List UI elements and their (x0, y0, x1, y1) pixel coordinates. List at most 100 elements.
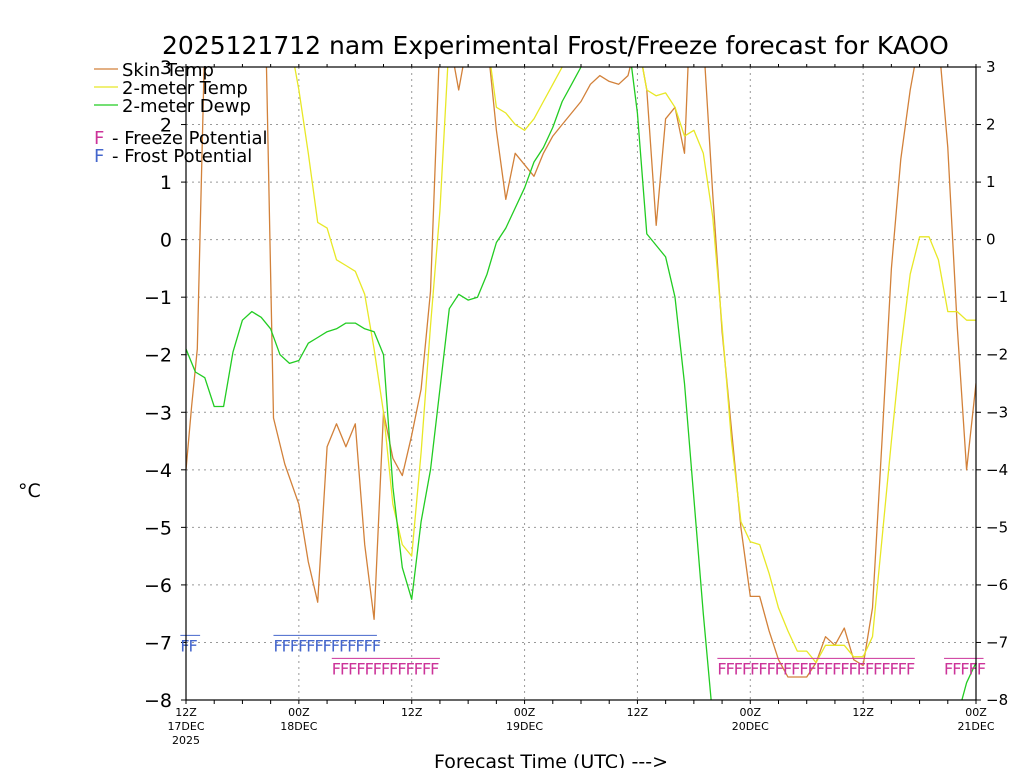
frost-marker-glyph: F (298, 636, 307, 655)
y-tick-label: −8 (144, 690, 172, 712)
freeze-marker-glyph: F (414, 659, 423, 678)
y-axis: −8 −8 −7 −7 −6 −6 −5 −5 −4 −4 −3 −3 −2 −2 −1 −1 0 0 1 1 2 2 3 3 (144, 57, 1008, 712)
y-tick-label-right: −5 (986, 518, 1008, 536)
freeze-marker-glyph: F (824, 659, 833, 678)
y-tick-label-right: −1 (986, 288, 1008, 306)
x-tick-label: 00Z (514, 706, 536, 719)
freeze-marker-glyph: F (381, 659, 390, 678)
y-tick-label: −4 (144, 460, 172, 482)
freeze-marker-glyph: F (365, 659, 374, 678)
frost-marker-glyph: F (364, 636, 373, 655)
freeze-marker-glyph: F (430, 659, 439, 678)
freeze-marker-glyph: F (906, 659, 915, 678)
series-line-2-meter-temp (294, 67, 976, 664)
x-tick-date: 21DEC (957, 720, 994, 733)
frost-marker-glyph: F (339, 636, 348, 655)
frost-legend-glyph: F (94, 146, 104, 167)
x-tick-year: 2025 (172, 734, 200, 747)
frost-marker-glyph: F (290, 636, 299, 655)
x-tick-label: 12Z (852, 706, 874, 719)
freeze-marker-glyph: F (849, 659, 858, 678)
freeze-marker-glyph: F (898, 659, 907, 678)
frost-marker-glyph: F (273, 636, 282, 655)
frost-marker-glyph: F (347, 636, 356, 655)
freeze-marker-glyph: F (397, 659, 406, 678)
plot-frame (185, 66, 977, 701)
y-tick-label-right: 2 (986, 116, 996, 134)
y-tick-label: −5 (144, 517, 172, 539)
y-tick-label: −1 (144, 287, 172, 309)
frost-marker-glyph: F (331, 636, 340, 655)
freeze-marker-glyph: F (717, 659, 726, 678)
series-line-skin-temp (186, 67, 976, 678)
y-tick-label-right: −4 (986, 461, 1008, 479)
freeze-marker-glyph: F (758, 659, 767, 678)
x-tick-label: 12Z (175, 706, 197, 719)
frost-marker-glyph: F (282, 636, 291, 655)
freeze-marker-glyph: F (960, 659, 969, 678)
y-tick-label-right: 1 (986, 173, 996, 191)
freeze-marker-glyph: F (865, 659, 874, 678)
x-tick-label: 12Z (401, 706, 423, 719)
grid (186, 67, 976, 700)
y-tick-label: −2 (144, 345, 172, 367)
freeze-marker-glyph: F (799, 659, 808, 678)
freeze-legend-glyph: F (94, 128, 104, 149)
freeze-marker-glyph: F (969, 659, 978, 678)
freeze-marker-glyph: F (373, 659, 382, 678)
freeze-marker-glyph: F (340, 659, 349, 678)
freeze-marker-glyph: F (356, 659, 365, 678)
freeze-marker-glyph: F (775, 659, 784, 678)
y-tick-label: −7 (144, 632, 172, 654)
freeze-marker-glyph: F (881, 659, 890, 678)
y-tick-label: −6 (144, 575, 172, 597)
y-tick-label: 1 (160, 172, 172, 194)
y-tick-label-right: −3 (986, 403, 1008, 421)
freeze-marker-glyph: F (840, 659, 849, 678)
legend-label: 2-meter Temp (122, 78, 248, 99)
y-tick-label: 3 (160, 57, 172, 79)
freeze-marker-glyph: F (348, 659, 357, 678)
y-tick-label-right: −8 (986, 691, 1008, 709)
frost-marker-glyph: F (323, 636, 332, 655)
y-axis-label: °C (18, 480, 41, 502)
frost-marker-glyph: F (314, 636, 323, 655)
y-tick-label-right: −2 (986, 346, 1008, 364)
freeze-marker-glyph: F (734, 659, 743, 678)
frost-marker-glyph: F (180, 636, 189, 655)
x-tick-label: 00Z (288, 706, 310, 719)
x-tick-date: 17DEC (167, 720, 204, 733)
freeze-marker-glyph: F (832, 659, 841, 678)
freeze-marker-glyph: F (952, 659, 961, 678)
x-tick-label: 12Z (627, 706, 649, 719)
freeze-marker-glyph: F (791, 659, 800, 678)
freeze-marker-glyph: F (726, 659, 735, 678)
y-tick-label: 0 (160, 230, 172, 252)
x-tick-date: 18DEC (280, 720, 317, 733)
x-tick-date: 20DEC (732, 720, 769, 733)
frost-marker-glyph: F (306, 636, 315, 655)
y-tick-label: −3 (144, 402, 172, 424)
y-tick-label-right: −7 (986, 633, 1008, 651)
frost-marker-glyph: F (355, 636, 364, 655)
x-axis-label: Forecast Time (UTC) ---> (434, 751, 668, 768)
legend-label: Skin Temp (122, 60, 214, 81)
y-tick-label-right: 0 (986, 231, 996, 249)
y-tick-label-right: −6 (986, 576, 1008, 594)
x-tick-date: 19DEC (506, 720, 543, 733)
freeze-marker-glyph: F (977, 659, 986, 678)
freeze-marker-glyph: F (742, 659, 751, 678)
freeze-marker-glyph: F (857, 659, 866, 678)
series-line-2-meter-dewp (186, 67, 976, 700)
series-layer (186, 67, 976, 700)
chart-title: 2025121712 nam Experimental Frost/Freeze… (162, 31, 949, 60)
freeze-marker-glyph: F (750, 659, 759, 678)
y-tick-label: 2 (160, 115, 172, 137)
frost-marker-glyph: F (372, 636, 381, 655)
frost-marker-glyph: F (189, 636, 198, 655)
freeze-marker-glyph: F (944, 659, 953, 678)
